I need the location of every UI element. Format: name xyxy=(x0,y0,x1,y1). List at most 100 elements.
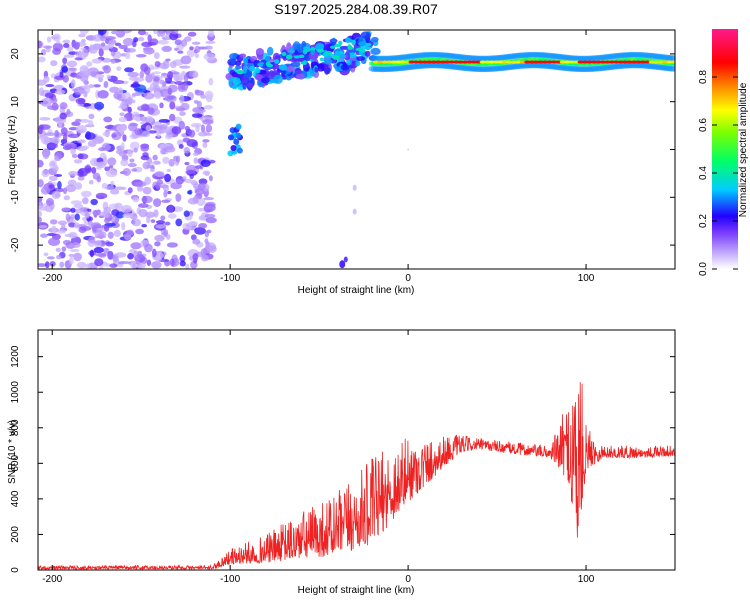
spectrogram-cell xyxy=(98,48,104,57)
spectrogram-cell xyxy=(208,175,213,182)
spectrogram-cell xyxy=(167,190,172,195)
spectrogram-cell xyxy=(57,181,62,190)
spectrogram-cell xyxy=(322,52,329,57)
spectrogram-cell xyxy=(147,107,155,115)
spectrogram-cell xyxy=(120,142,125,151)
colorbar: 0.0 0.2 0.4 0.6 0.8 Normalized spectral ampl… xyxy=(698,29,749,276)
spectrogram-cell xyxy=(141,41,153,48)
spectrogram-cell xyxy=(174,39,182,46)
spectrogram-cell xyxy=(165,234,171,240)
spectrogram-cell xyxy=(103,81,109,88)
spectrogram-cell xyxy=(581,60,589,64)
spectrogram-cell xyxy=(43,75,50,83)
spectrogram-cell xyxy=(197,131,208,137)
spectrogram-cell xyxy=(501,60,509,64)
spectrogram-cell xyxy=(144,176,152,185)
spectrogram-cell xyxy=(187,31,197,37)
spectrogram-cell xyxy=(54,89,66,95)
spectrogram-cell xyxy=(48,237,61,247)
spectrogram-cell xyxy=(154,241,161,247)
spectrogram-cell xyxy=(97,89,109,99)
spectrogram-cell xyxy=(93,246,104,254)
spectrogram-cell xyxy=(153,160,161,165)
spectrogram-cell xyxy=(59,112,68,120)
spectrogram-cell xyxy=(261,77,270,84)
spectrogram-cell xyxy=(153,198,162,207)
spectrogram-cell xyxy=(88,44,98,54)
spectrogram-cell xyxy=(122,37,134,46)
spectrogram-cell xyxy=(204,90,214,100)
spectrogram-cell xyxy=(156,220,166,225)
spectrogram-cell xyxy=(130,83,141,87)
spectrogram-cell xyxy=(200,124,206,133)
spectrogram-cell xyxy=(65,213,71,222)
spectrogram-cell xyxy=(134,263,147,268)
spectrogram-cell xyxy=(40,135,50,145)
spectrogram-cell xyxy=(78,33,86,38)
spectrogram-cell xyxy=(39,116,51,121)
snr-y-tick-label: 800 xyxy=(10,419,21,436)
spectrogram-cell xyxy=(68,67,78,72)
spectrogram-cell xyxy=(131,111,140,121)
spectrogram-cell xyxy=(231,84,238,90)
spectrogram-cell xyxy=(179,111,186,117)
spectrogram-cell xyxy=(73,203,84,209)
spectrogram-cell xyxy=(66,108,71,116)
spectrogram-cell xyxy=(92,136,105,144)
spectrogram-cell xyxy=(70,200,83,205)
spectrogram-cell xyxy=(116,125,127,132)
spectrogram-cell xyxy=(38,40,42,49)
spectrogram-cell xyxy=(63,54,75,58)
spectrogram-cell xyxy=(107,40,115,49)
spectrogram-cell xyxy=(75,97,86,105)
spectrogram-cell xyxy=(41,169,50,178)
spectrogram-cell xyxy=(243,57,249,64)
spectrogram-cell xyxy=(127,253,134,260)
spectrogram-cell xyxy=(195,108,206,113)
spectrogram-cell xyxy=(205,40,216,44)
spectrogram-cell xyxy=(74,222,80,229)
spectrogram-cell xyxy=(154,92,162,100)
spectrogram-cell xyxy=(604,60,611,64)
spectrogram-cell xyxy=(621,60,629,64)
spectrogram-cell xyxy=(131,168,138,172)
spectrogram-cell xyxy=(192,238,201,245)
spectrogram-cell xyxy=(134,128,143,136)
snr-y-tick-label: 1000 xyxy=(10,381,21,404)
spectrogram-cell xyxy=(116,66,122,71)
spectrogram-cell xyxy=(88,113,95,120)
spectrogram-cell xyxy=(180,82,189,91)
spectrogram-cell xyxy=(104,36,116,40)
spectrogram-cell xyxy=(59,71,64,78)
spectrogram-cell xyxy=(151,248,157,258)
spectrogram-cell xyxy=(132,196,140,203)
spectrogram-cell xyxy=(102,210,110,219)
spectrogram-cell xyxy=(105,169,118,178)
spectrogram-cell xyxy=(63,195,70,201)
spectrogram-cell xyxy=(38,205,46,211)
spectrogram-x-tick-label: 100 xyxy=(578,273,595,284)
spectrogram-cell xyxy=(192,71,199,79)
spectrogram-cell xyxy=(38,196,43,203)
spectrogram-cell xyxy=(163,146,176,153)
spectrogram-cell xyxy=(163,190,168,198)
spectrogram-cell xyxy=(44,204,54,213)
spectrogram-cell xyxy=(381,60,389,64)
spectrogram-cell xyxy=(88,120,94,128)
spectrogram-cell xyxy=(62,187,68,195)
spectrogram-cell xyxy=(314,67,319,73)
spectrogram-cell xyxy=(193,157,198,164)
spectrogram-cell xyxy=(120,30,133,34)
spectrogram-cell xyxy=(66,60,78,68)
spectrogram-cell xyxy=(657,60,664,64)
spectrogram-cell xyxy=(54,129,60,139)
spectrogram-cell xyxy=(141,224,148,228)
spectrogram-cell xyxy=(114,42,122,47)
spectrogram-cell xyxy=(266,46,274,56)
spectrogram-cell xyxy=(439,60,446,64)
spectrogram-cell xyxy=(81,38,86,43)
spectrogram-cell xyxy=(127,71,139,78)
spectrogram-cell xyxy=(129,158,135,163)
spectrogram-cell xyxy=(343,52,351,61)
snr-y-tick-label: 600 xyxy=(10,455,21,472)
